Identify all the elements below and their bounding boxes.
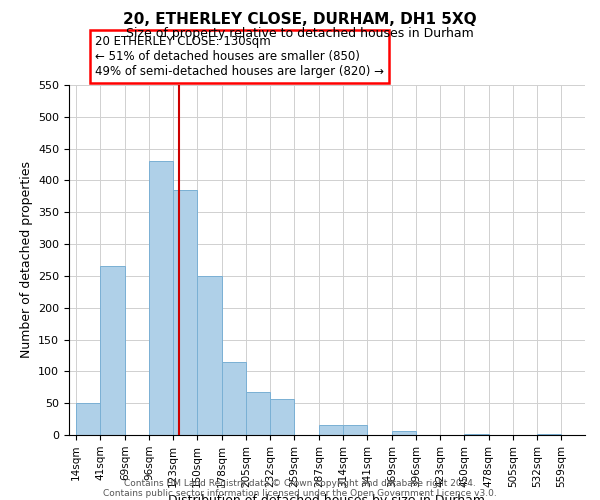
Bar (271, 398, 294, 435)
Text: Contains public sector information licensed under the Open Government Licence v3: Contains public sector information licen… (103, 488, 497, 498)
Bar (319, 425, 343, 435)
Bar (538, 434, 560, 435)
Text: 20, ETHERLEY CLOSE, DURHAM, DH1 5XQ: 20, ETHERLEY CLOSE, DURHAM, DH1 5XQ (123, 12, 477, 28)
Bar (173, 190, 197, 435)
Bar (100, 266, 125, 435)
Bar (76, 403, 100, 435)
Text: Contains HM Land Registry data © Crown copyright and database right 2024.: Contains HM Land Registry data © Crown c… (124, 478, 476, 488)
Y-axis label: Number of detached properties: Number of detached properties (20, 162, 32, 358)
Text: 20 ETHERLEY CLOSE: 130sqm
← 51% of detached houses are smaller (850)
49% of semi: 20 ETHERLEY CLOSE: 130sqm ← 51% of detac… (95, 35, 384, 78)
Text: Size of property relative to detached houses in Durham: Size of property relative to detached ho… (126, 28, 474, 40)
Bar (343, 426, 367, 435)
Bar (223, 362, 245, 435)
Bar (464, 434, 488, 435)
Bar (197, 276, 221, 435)
Bar (149, 162, 173, 435)
Bar (247, 392, 270, 435)
X-axis label: Distribution of detached houses by size in Durham: Distribution of detached houses by size … (169, 494, 485, 500)
Bar (392, 430, 416, 435)
